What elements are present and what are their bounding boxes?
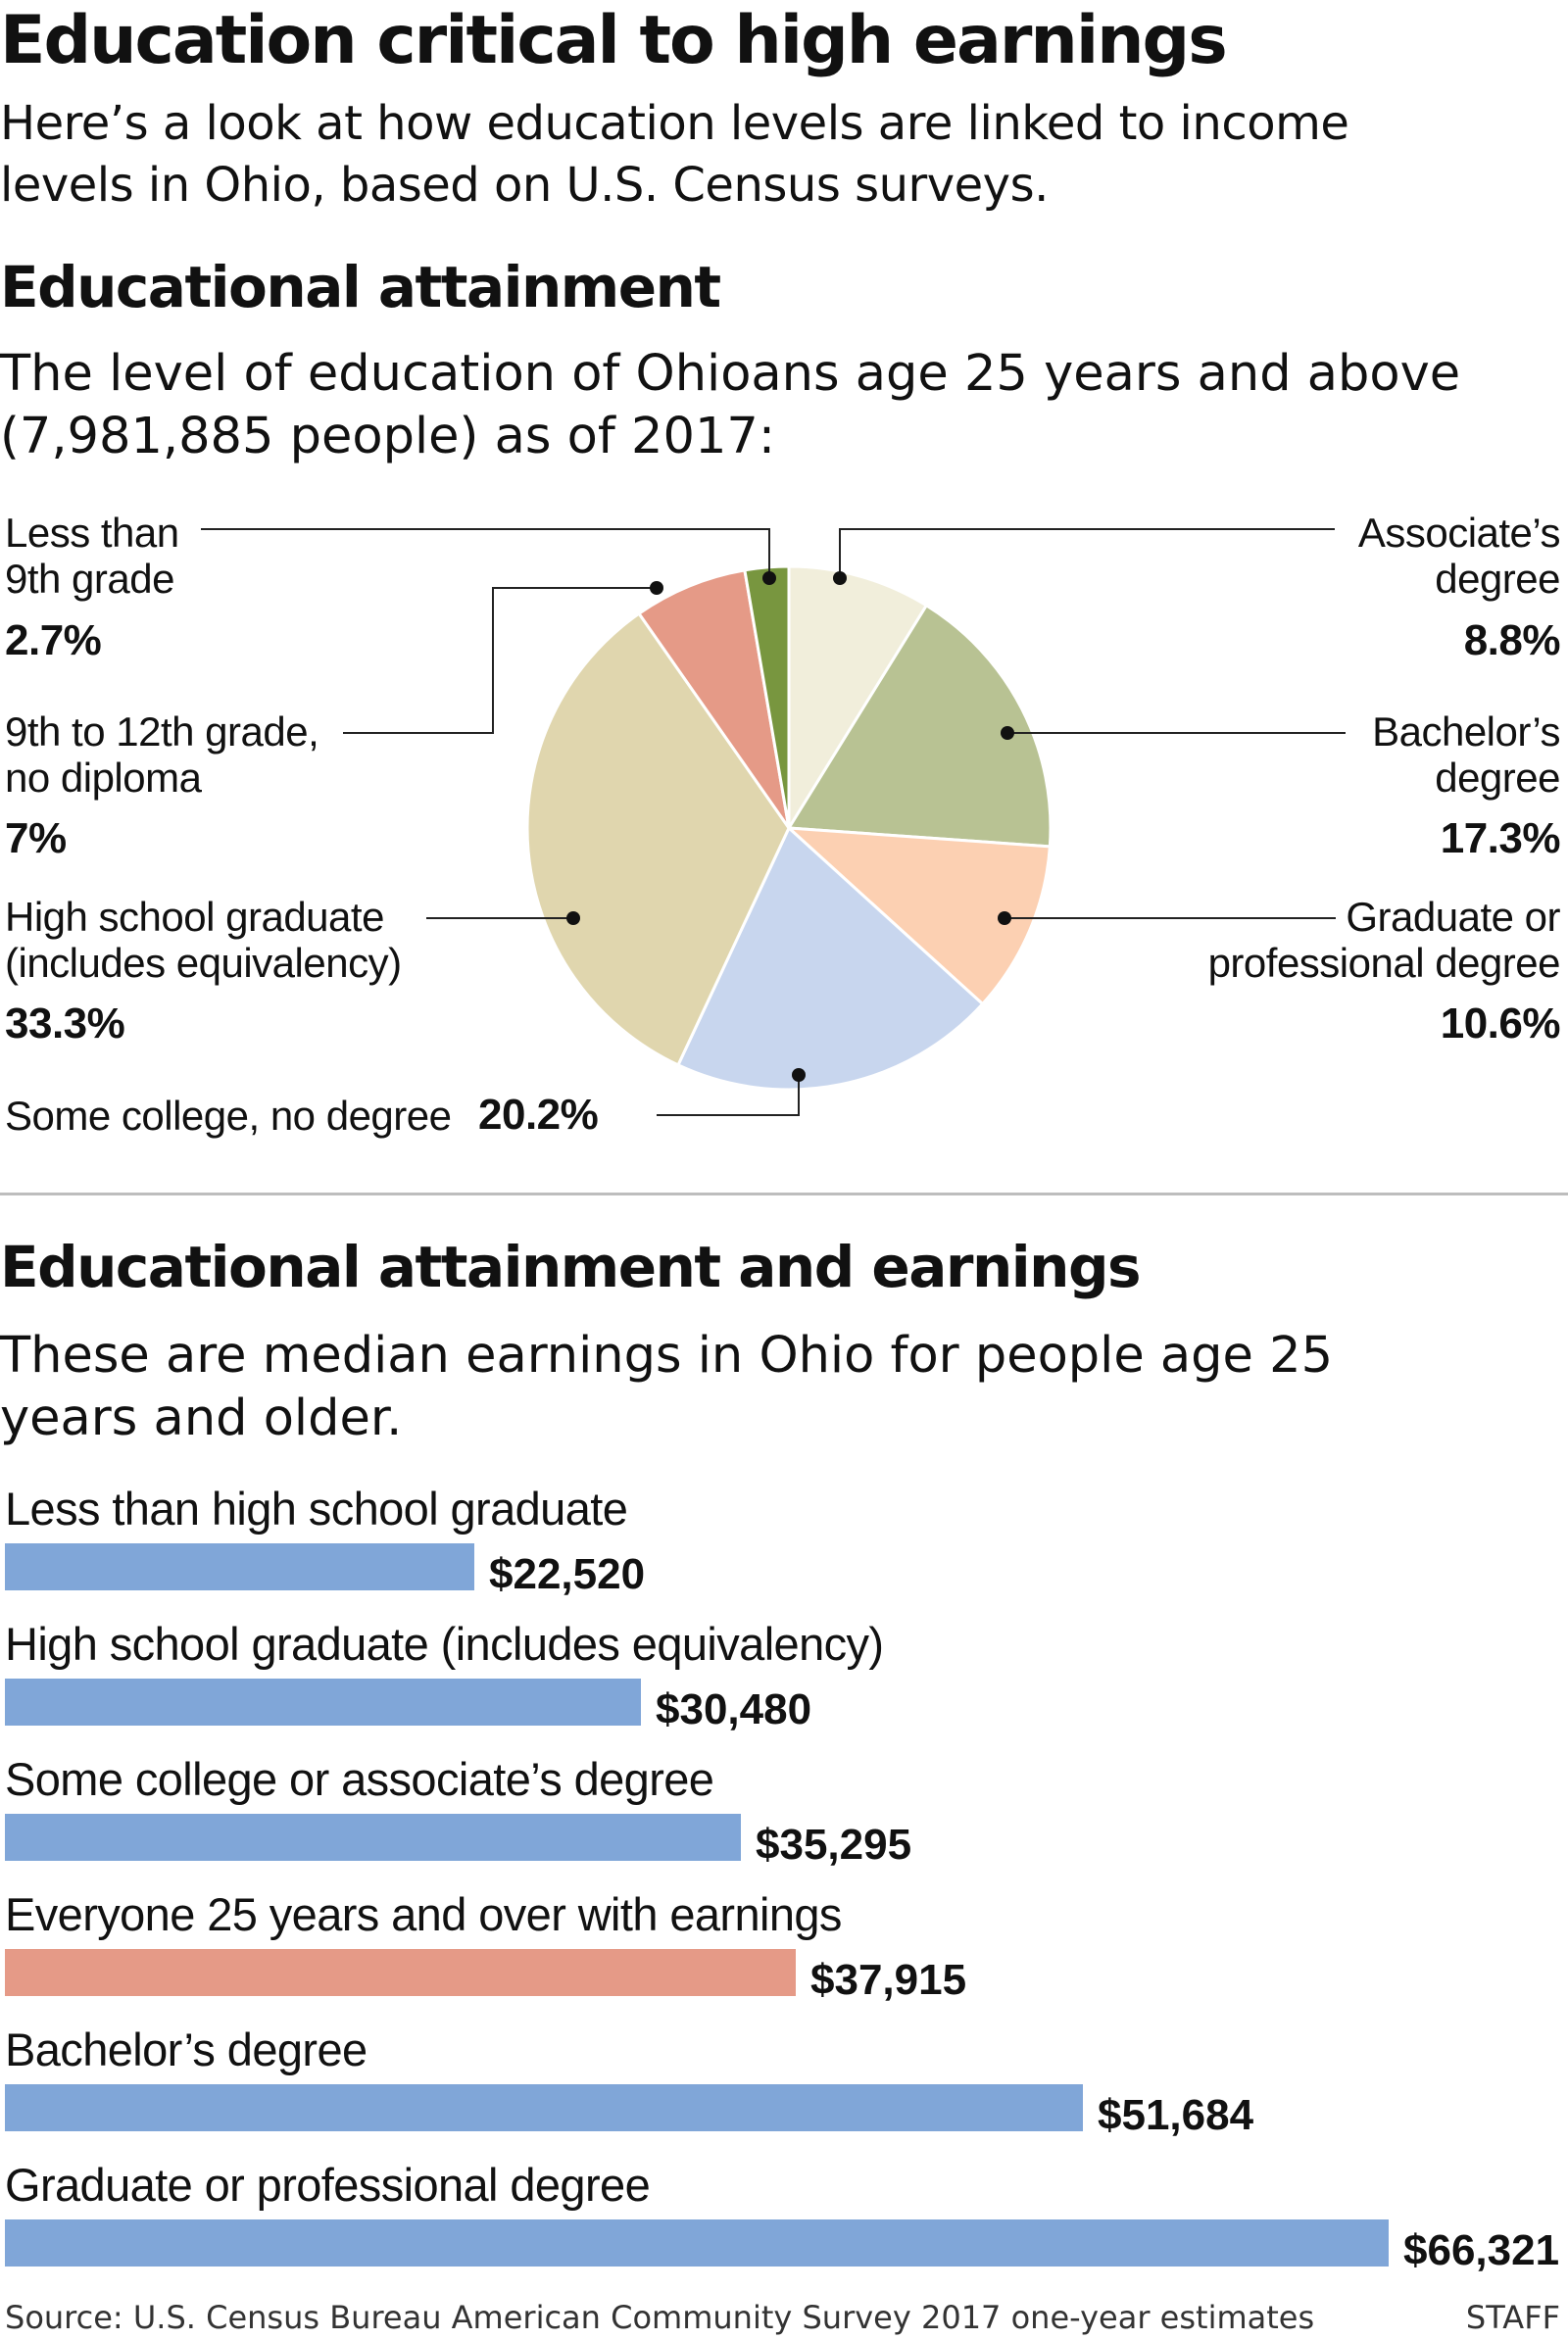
leader-associates <box>839 528 1335 578</box>
dot-graduate <box>998 911 1011 925</box>
leader-9th-to-12th <box>343 587 657 734</box>
pie-label-bachelors: Bachelor’s degree <box>1372 708 1560 801</box>
bar-0 <box>5 1543 474 1590</box>
pie-slice-3 <box>675 825 985 1092</box>
bar-section-subtitle: These are median earnings in Ohio for pe… <box>0 1327 1334 1447</box>
pie-slice-6 <box>743 564 791 829</box>
pie-leader-lines <box>201 528 1346 1116</box>
pie-value-high-school: 33.3% <box>5 999 125 1048</box>
pie-value-graduate: 10.6% <box>1440 999 1561 1048</box>
pie-value-less-than-9th: 2.7% <box>5 616 102 664</box>
pie-slice-1 <box>786 603 1053 849</box>
bar-4 <box>5 2084 1083 2131</box>
dot-bachelors <box>1001 726 1014 740</box>
pie-slices <box>525 564 1053 1092</box>
intro-text: Here’s a look at how education levels ar… <box>0 96 1349 213</box>
bar-value-0: $22,520 <box>489 1550 646 1598</box>
dot-some-college <box>792 1068 806 1082</box>
pie-label-9th-to-12th: 9th to 12th grade, no diploma <box>5 708 319 801</box>
dot-9th-to-12th <box>650 581 663 595</box>
bar-value-1: $30,480 <box>656 1685 812 1733</box>
pie-value-some-college: 20.2% <box>478 1091 599 1139</box>
pie-leader-dots <box>566 571 1014 1082</box>
dot-high-school <box>566 911 580 925</box>
bar-3 <box>5 1949 796 1996</box>
pie-slice-2 <box>784 826 1052 1006</box>
staff-credit: STAFF <box>1465 2299 1560 2336</box>
dot-less-than-9th <box>762 571 776 585</box>
pie-label-high-school: High school graduate (includes equivalen… <box>5 894 402 986</box>
pie-value-associates: 8.8% <box>1463 616 1561 664</box>
pie-label-graduate: Graduate or professional degree <box>1207 894 1561 986</box>
pie-slice-5 <box>636 568 791 829</box>
bar-value-4: $51,684 <box>1098 2091 1254 2139</box>
bar-value-5: $66,321 <box>1403 2226 1560 2274</box>
pie-chart <box>201 528 1346 1116</box>
page-title: Education critical to high earnings <box>0 2 1228 79</box>
pie-label-less-than-9th: Less than 9th grade <box>5 510 179 602</box>
pie-section-title: Educational attainment <box>0 254 721 320</box>
leader-less-than-9th <box>201 528 770 578</box>
bar-label-5: Graduate or professional degree <box>5 2159 651 2211</box>
pie-label-some-college: Some college, no degree <box>5 1093 452 1139</box>
bar-value-3: $37,915 <box>810 1956 967 2004</box>
pie-section-subtitle: The level of education of Ohioans age 25… <box>0 345 1461 465</box>
bar-5 <box>5 2219 1389 2267</box>
pie-slice-0 <box>787 564 929 834</box>
source-note: Source: U.S. Census Bureau American Comm… <box>5 2299 1315 2336</box>
leader-some-college <box>657 1075 800 1116</box>
bar-label-4: Bachelor’s degree <box>5 2023 368 2075</box>
section-divider <box>0 1193 1568 1195</box>
bar-label-3: Everyone 25 years and over with earnings <box>5 1888 842 1940</box>
bar-label-2: Some college or associate’s degree <box>5 1753 714 1805</box>
bar-label-1: High school graduate (includes equivalen… <box>5 1618 884 1670</box>
pie-label-associates: Associate’s degree <box>1357 510 1561 602</box>
dot-associates <box>833 571 847 585</box>
bar-1 <box>5 1679 641 1726</box>
bar-2 <box>5 1814 741 1861</box>
bar-section-title: Educational attainment and earnings <box>0 1234 1142 1300</box>
pie-value-bachelors: 17.3% <box>1440 814 1561 862</box>
bar-label-0: Less than high school graduate <box>5 1483 628 1535</box>
pie-value-9th-to-12th: 7% <box>5 814 67 862</box>
pie-slice-4 <box>525 611 791 1067</box>
bar-value-2: $35,295 <box>756 1821 912 1869</box>
